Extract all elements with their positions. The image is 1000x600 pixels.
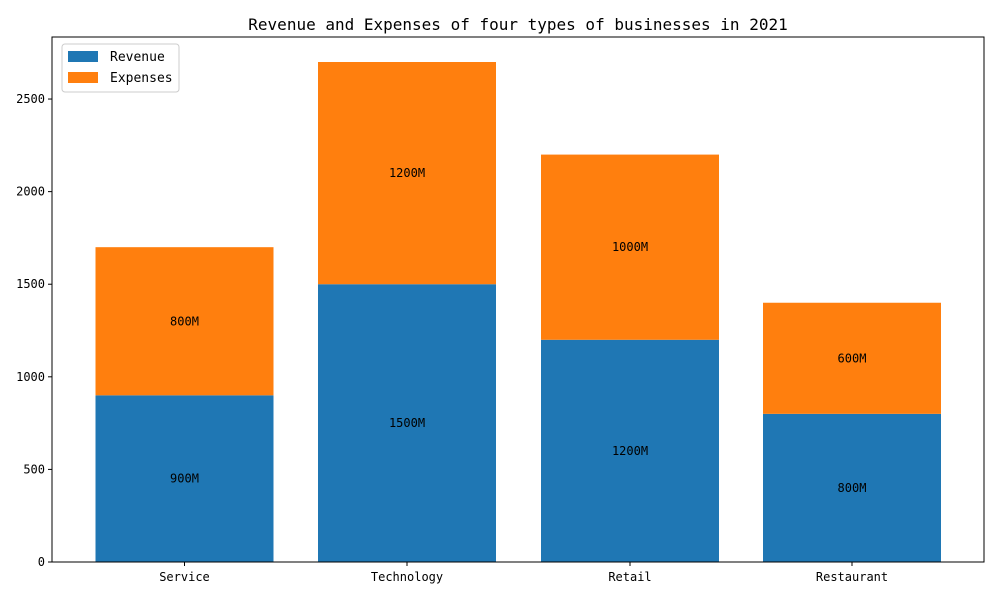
- y-tick-label: 500: [23, 462, 45, 476]
- bar-revenue-restaurant: [763, 413, 941, 562]
- data-label-expenses-restaurant: 600M: [838, 351, 867, 365]
- x-tick-label-retail: Retail: [608, 570, 651, 584]
- axes-frame: [51, 36, 985, 563]
- x-tick-label-service: Service: [159, 570, 210, 584]
- bar-revenue-retail: [541, 339, 719, 562]
- data-label-revenue-technology: 1500M: [389, 416, 425, 430]
- bar-revenue-technology: [318, 284, 496, 562]
- data-label-expenses-retail: 1000M: [612, 240, 648, 254]
- y-tick-label: 2000: [16, 185, 45, 199]
- data-label-revenue-retail: 1200M: [612, 444, 648, 458]
- legend-label-expenses: Expenses: [110, 71, 173, 86]
- bar-revenue-service: [95, 395, 274, 562]
- x-tick-label-technology: Technology: [371, 570, 443, 584]
- y-tick-label: 2500: [16, 92, 45, 106]
- data-label-revenue-restaurant: 800M: [838, 481, 867, 495]
- plot-area: 900M 800M 1500M 1200M 1200M 1000M 800M 600M 0 500…: [16, 36, 985, 584]
- legend: Revenue Expenses: [61, 43, 180, 93]
- legend-label-revenue: Revenue: [110, 50, 165, 65]
- y-tick-label: 0: [38, 555, 45, 569]
- bar-expenses-retail: [541, 154, 719, 340]
- legend-swatch-expenses: [68, 72, 98, 83]
- data-label-revenue-service: 900M: [170, 472, 199, 486]
- y-tick-label: 1000: [16, 370, 45, 384]
- data-label-expenses-service: 800M: [170, 314, 199, 328]
- y-tick-label: 1500: [16, 277, 45, 291]
- bar-expenses-restaurant: [763, 302, 941, 414]
- legend-swatch-revenue: [68, 51, 98, 62]
- chart-title: Revenue and Expenses of four types of bu…: [248, 15, 787, 34]
- bar-expenses-service: [95, 247, 274, 396]
- data-label-expenses-technology: 1200M: [389, 166, 425, 180]
- x-tick-label-restaurant: Restaurant: [816, 570, 888, 584]
- bar-expenses-technology: [318, 62, 496, 285]
